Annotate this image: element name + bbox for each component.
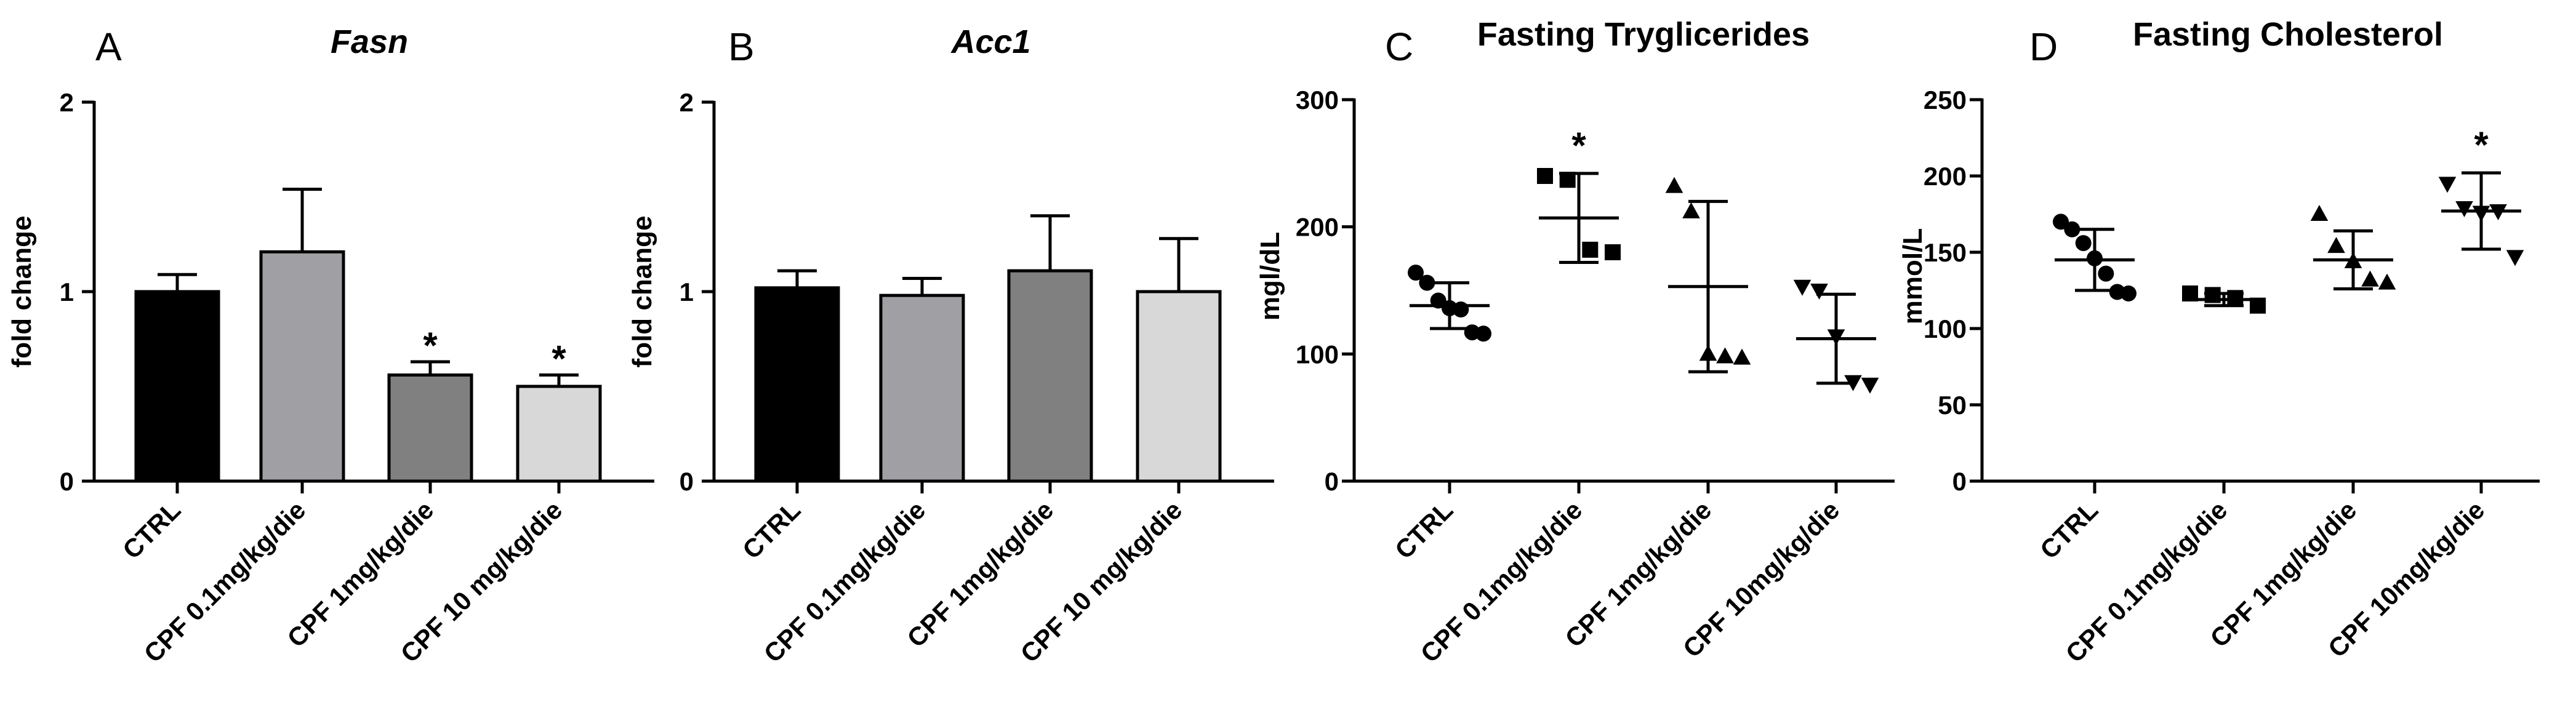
chart-title: Fasting Tryglicerides xyxy=(1477,16,1810,53)
data-point xyxy=(1453,301,1469,317)
data-point xyxy=(1475,325,1491,342)
bar xyxy=(387,373,473,483)
y-tick-label: 2 xyxy=(60,88,74,117)
data-point xyxy=(2361,270,2379,287)
x-category-label: CTRL xyxy=(737,495,806,564)
panel-letter: B xyxy=(728,25,755,69)
panel-letter: C xyxy=(1385,25,1413,69)
data-point xyxy=(1582,241,1599,258)
data-point xyxy=(1665,177,1683,193)
data-point xyxy=(2053,213,2069,230)
y-tick-label: 50 xyxy=(1938,391,1967,420)
data-point xyxy=(1605,244,1621,260)
y-axis-label: mmol/L xyxy=(1898,228,1928,324)
data-point xyxy=(1408,265,1424,281)
data-point xyxy=(1559,172,1576,188)
chart-title: Fasn xyxy=(331,23,408,60)
significance-marker: * xyxy=(423,325,438,366)
y-tick-label: 250 xyxy=(1924,86,1967,114)
data-point xyxy=(1537,168,1553,184)
y-tick-label: 100 xyxy=(1296,340,1339,369)
data-point xyxy=(1419,274,1435,291)
y-axis-label: mgl/dL xyxy=(1255,232,1285,321)
y-tick-label: 2 xyxy=(680,88,694,117)
significance-marker: * xyxy=(2474,124,2489,166)
y-tick-label: 200 xyxy=(1924,162,1967,191)
y-axis-label: fold change xyxy=(627,216,657,368)
panel-d-fasting-cholesterol: D Fasting Cholesterol mmol/L 0 50 100 150 200 25… xyxy=(1898,16,2540,668)
bar xyxy=(754,286,840,483)
x-category-label: CTRL xyxy=(1389,495,1458,564)
bar xyxy=(1007,269,1093,483)
data-point xyxy=(2438,177,2457,193)
data-point xyxy=(2378,273,2396,290)
significance-marker: * xyxy=(1571,125,1586,166)
data-point xyxy=(2064,221,2080,237)
y-tick-label: 150 xyxy=(1924,238,1967,267)
y-tick-label: 300 xyxy=(1296,86,1339,114)
data-point xyxy=(2506,250,2524,266)
data-point xyxy=(1861,377,1879,394)
panel-letter: A xyxy=(95,25,122,69)
panel-c-fasting-tryglicerides: C Fasting Tryglicerides mgl/dL 0 100 200 300 CT… xyxy=(1255,16,1895,668)
y-tick-label: 1 xyxy=(60,277,74,306)
panel-letter: D xyxy=(2029,25,2058,69)
data-point xyxy=(2182,285,2198,301)
bar xyxy=(134,290,220,483)
data-point xyxy=(1733,348,1751,365)
chart-title: Acc1 xyxy=(950,23,1030,60)
bar xyxy=(516,385,602,483)
y-tick-label: 100 xyxy=(1924,314,1967,343)
data-point xyxy=(2250,297,2266,314)
bar xyxy=(1136,290,1222,483)
y-tick-label: 0 xyxy=(60,467,74,496)
y-tick-label: 200 xyxy=(1296,213,1339,242)
bar xyxy=(879,293,965,483)
data-point xyxy=(1682,202,1700,218)
y-tick-label: 0 xyxy=(1952,467,1967,496)
data-point xyxy=(1810,283,1828,300)
data-point xyxy=(2121,285,2137,301)
x-category-label: CTRL xyxy=(117,495,186,564)
y-tick-label: 0 xyxy=(680,467,694,496)
significance-marker: * xyxy=(552,338,566,380)
data-point xyxy=(2075,235,2092,252)
data-point xyxy=(2098,265,2114,282)
data-point xyxy=(2327,237,2345,253)
y-tick-label: 1 xyxy=(680,277,694,306)
data-point xyxy=(1716,347,1734,364)
data-point xyxy=(1793,279,1812,296)
y-tick-label: 0 xyxy=(1325,467,1339,496)
bar xyxy=(259,250,345,483)
x-category-label: CTRL xyxy=(2034,495,2103,564)
y-axis-label: fold change xyxy=(7,216,37,368)
data-point xyxy=(2310,205,2329,221)
chart-title: Fasting Cholesterol xyxy=(2133,16,2443,53)
data-point xyxy=(2455,201,2473,218)
